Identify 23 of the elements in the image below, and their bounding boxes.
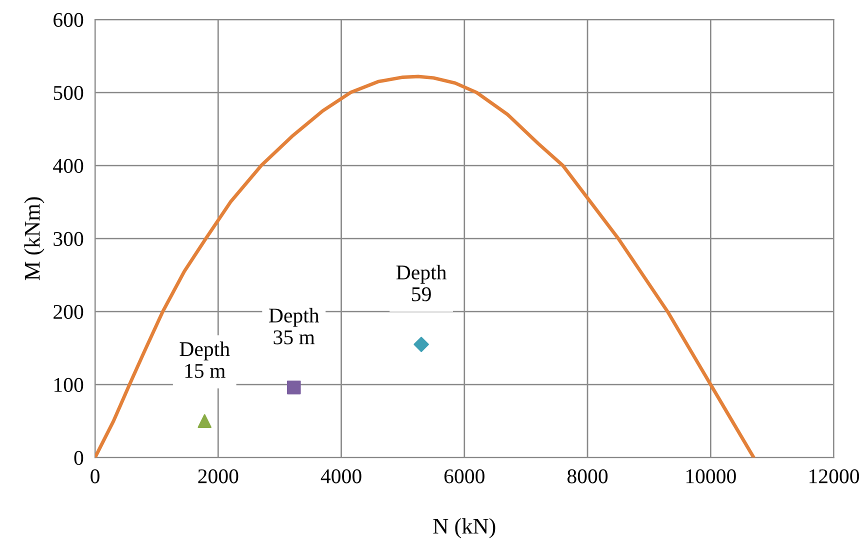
y-axis-title: M (kNm)	[24, 197, 44, 280]
y-tick-label: 600	[54, 12, 84, 27]
x-tick-label: 10000	[686, 469, 736, 484]
y-tick-label: 400	[53, 158, 84, 173]
annotation: Depth 59	[396, 264, 446, 302]
annotation: Depth 15 m	[180, 341, 230, 378]
x-tick-label: 0	[90, 469, 100, 484]
y-tick-label: 500	[54, 86, 84, 100]
point	[414, 336, 429, 352]
x-tick-label: 12000	[810, 469, 860, 484]
y-tick-label: 300	[54, 232, 84, 246]
point	[286, 380, 301, 394]
point	[198, 414, 212, 428]
y-tick-label: 100	[54, 378, 84, 392]
x-tick-label: 6000	[444, 469, 484, 484]
line-series	[95, 74, 756, 458]
x-tick-label: 4000	[320, 469, 362, 484]
x-tick-label: 2000	[198, 469, 238, 484]
y-tick-label: 0	[74, 450, 84, 465]
annotation: Depth 35 m	[269, 308, 320, 344]
y-tick-label: 200	[54, 304, 84, 319]
x-axis-title: N (kN)	[433, 518, 496, 538]
x-tick-label: 8000	[567, 469, 608, 484]
